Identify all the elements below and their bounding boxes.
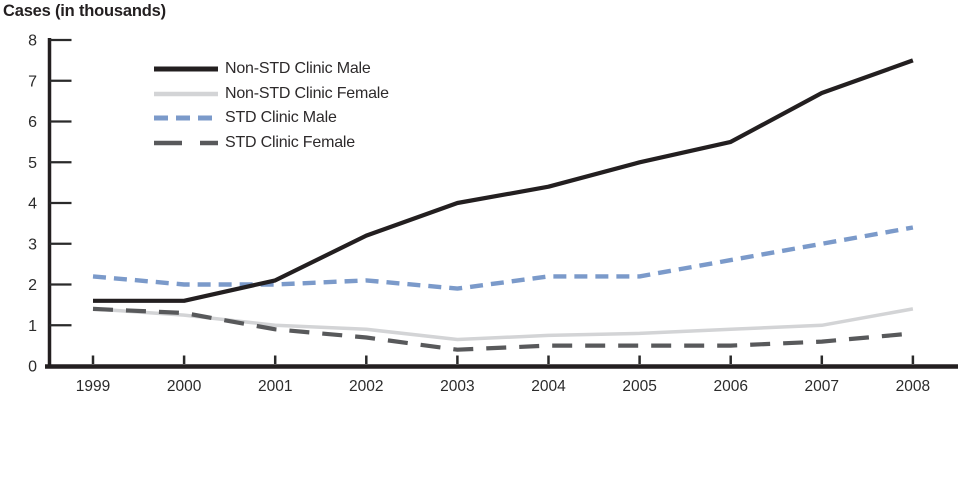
- y-axis-tick-label: 2: [28, 277, 37, 294]
- y-axis-tick-label: 6: [28, 114, 37, 131]
- series-line-std-clinic-female: [92, 306, 914, 352]
- chart-title: Cases (in thousands): [3, 2, 166, 20]
- y-axis-tick-label: 5: [28, 155, 37, 172]
- legend-item-std-clinic-male: STD Clinic Male: [154, 106, 389, 131]
- y-axis-tick-label: 3: [28, 236, 37, 253]
- x-axis-tick-label: 2000: [167, 378, 202, 395]
- legend-label: Non-STD Clinic Male: [225, 60, 371, 78]
- series-line-non-std-clinic-male: [93, 58, 914, 303]
- x-axis-tick-label: 2004: [531, 378, 566, 395]
- legend-line-sample-non-std-clinic-male: [154, 66, 218, 72]
- x-axis-tick-label: 2003: [440, 378, 474, 395]
- x-axis-tick-label: 2007: [805, 378, 839, 395]
- legend-label: Non-STD Clinic Female: [225, 84, 389, 102]
- legend-line-sample-std-clinic-male: [154, 115, 218, 121]
- x-axis-tick-label: 2008: [896, 378, 930, 395]
- legend-line-sample-non-std-clinic-female: [154, 91, 218, 97]
- y-axis-tick-label: 4: [28, 196, 37, 213]
- legend-line-sample-std-clinic-female: [154, 140, 218, 146]
- legend-label: STD Clinic Male: [225, 109, 337, 127]
- x-axis-tick-label: 2005: [622, 378, 656, 395]
- legend-label: STD Clinic Female: [225, 134, 355, 152]
- legend-item-non-std-clinic-male: Non-STD Clinic Male: [154, 57, 389, 82]
- y-axis-tick-label: 1: [28, 318, 37, 335]
- chart-legend: Non-STD Clinic Male Non-STD Clinic Female…: [154, 57, 389, 155]
- legend-item-non-std-clinic-female: Non-STD Clinic Female: [154, 82, 389, 107]
- x-axis-tick-label: 2002: [349, 378, 383, 395]
- series-line-std-clinic-male: [92, 225, 914, 291]
- y-axis-tick-label: 7: [28, 73, 37, 90]
- x-axis-tick-label: 2006: [713, 378, 747, 395]
- x-axis-tick-label: 1999: [76, 378, 110, 395]
- series-line-non-std-clinic-female: [92, 307, 914, 342]
- y-axis-tick-label: 8: [28, 33, 37, 50]
- x-axis-tick-label: 2001: [258, 378, 292, 395]
- y-axis-tick-label: 0: [28, 359, 37, 376]
- legend-item-std-clinic-female: STD Clinic Female: [154, 131, 389, 156]
